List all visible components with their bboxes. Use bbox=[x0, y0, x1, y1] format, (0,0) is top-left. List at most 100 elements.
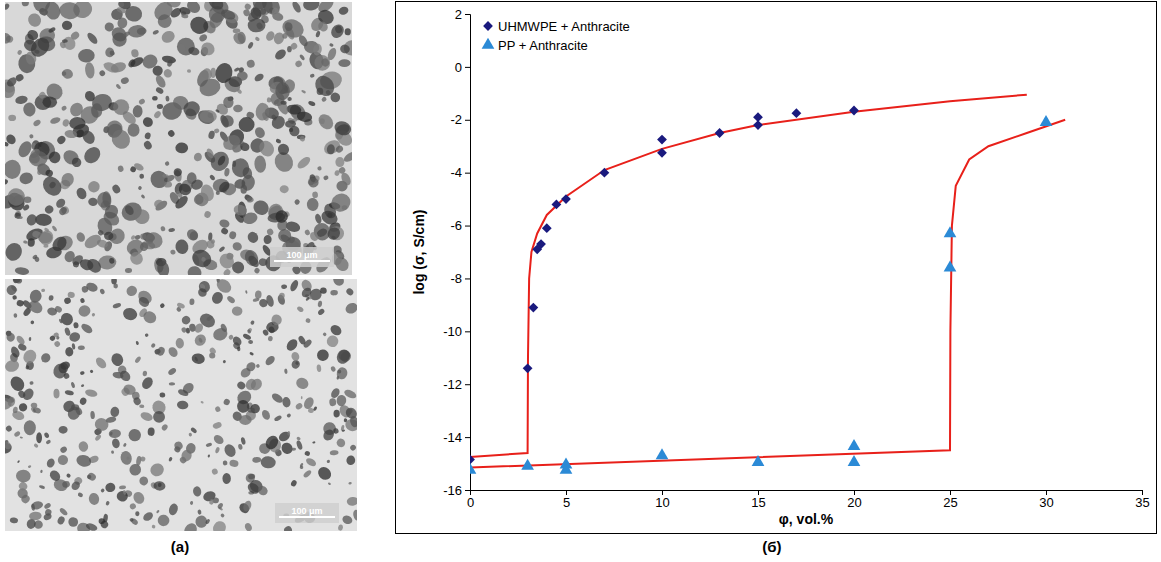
tick: 0 bbox=[455, 60, 470, 75]
micrograph-particle bbox=[302, 2, 321, 12]
micrograph-particle bbox=[58, 362, 69, 374]
micrograph-particle bbox=[91, 103, 103, 118]
micrograph-particle bbox=[62, 39, 68, 43]
micrograph-particle bbox=[342, 205, 348, 210]
micrograph-particle bbox=[238, 117, 254, 132]
micrograph-particle bbox=[162, 174, 169, 179]
micrograph-particle bbox=[45, 457, 56, 469]
micrograph-particle bbox=[59, 2, 81, 20]
micrograph-particle bbox=[220, 113, 236, 129]
tick-label: 10 bbox=[655, 495, 669, 510]
micrograph-particle bbox=[247, 329, 252, 334]
micrograph-particle bbox=[168, 456, 173, 462]
micrograph-particle bbox=[248, 340, 253, 345]
micrograph-particle bbox=[78, 345, 86, 350]
micrograph-particle bbox=[240, 437, 246, 445]
micrograph-particle bbox=[63, 372, 70, 379]
micrograph-particle bbox=[152, 29, 159, 35]
micrograph-particle bbox=[35, 213, 53, 226]
micrograph-particle bbox=[166, 59, 173, 68]
micrograph-particle bbox=[263, 433, 280, 451]
micrograph-particle bbox=[295, 402, 304, 411]
micrograph-particle bbox=[258, 298, 269, 309]
micrograph-particle bbox=[22, 102, 36, 118]
micrograph-particle bbox=[260, 456, 276, 469]
micrograph-particle bbox=[233, 105, 243, 113]
micrograph-particle bbox=[205, 442, 212, 447]
micrograph-particle bbox=[91, 312, 95, 317]
micrograph-particle bbox=[122, 383, 137, 397]
micrograph-particle bbox=[88, 492, 100, 506]
micrograph-particle bbox=[80, 371, 85, 375]
micrograph-particle bbox=[316, 20, 330, 34]
tick-mark bbox=[465, 278, 470, 279]
micrograph-particle bbox=[156, 260, 171, 275]
micrograph-particle bbox=[159, 392, 165, 398]
scale-bar-ground bbox=[275, 503, 339, 523]
micrograph-particle bbox=[110, 406, 120, 418]
micrograph-particle bbox=[329, 387, 341, 400]
micrograph-particle bbox=[58, 318, 63, 324]
micrograph-particle bbox=[182, 99, 202, 118]
micrograph-particle bbox=[141, 115, 155, 128]
micrograph-particle bbox=[222, 473, 231, 484]
micrograph-particle bbox=[181, 315, 192, 326]
micrograph-particle bbox=[135, 341, 139, 346]
micrograph-particle bbox=[154, 199, 164, 208]
micrograph-particle bbox=[209, 174, 216, 181]
micrograph-particle bbox=[252, 2, 268, 11]
micrograph-particle bbox=[65, 404, 82, 422]
micrograph-particle bbox=[253, 267, 260, 274]
micrograph-particle bbox=[81, 144, 104, 167]
micrograph-particle bbox=[163, 68, 173, 79]
micrograph-particle bbox=[34, 256, 40, 262]
micrograph-particle bbox=[6, 332, 16, 342]
micrograph-particle bbox=[25, 213, 38, 227]
data-point bbox=[849, 106, 859, 116]
micrograph-particle bbox=[300, 286, 313, 299]
micrograph-particle bbox=[155, 12, 173, 30]
micrograph-particle bbox=[5, 240, 25, 263]
micrograph-particle bbox=[343, 388, 357, 400]
micrograph-particle bbox=[336, 366, 349, 380]
micrograph-particle bbox=[77, 304, 92, 319]
micrograph-particle bbox=[187, 14, 211, 37]
micrograph-particle bbox=[20, 436, 23, 438]
micrograph-particle bbox=[206, 239, 216, 249]
micrograph-particle bbox=[246, 197, 254, 203]
micrograph-particle bbox=[123, 443, 127, 448]
micrograph-particle bbox=[108, 126, 133, 152]
micrograph-particle bbox=[258, 258, 267, 266]
micrograph-particle bbox=[69, 117, 85, 129]
micrograph-particle bbox=[105, 500, 110, 506]
micrograph-particle bbox=[29, 381, 34, 385]
micrograph-particle bbox=[152, 65, 164, 77]
micrograph-particle bbox=[300, 136, 306, 142]
micrograph-particle bbox=[128, 249, 146, 267]
micrograph-particle bbox=[160, 226, 166, 232]
micrograph-particle bbox=[236, 380, 247, 391]
micrograph-particle bbox=[64, 327, 71, 336]
micrograph-particle bbox=[46, 307, 57, 317]
micrograph-particle bbox=[280, 101, 287, 105]
tick-label: 35 bbox=[1135, 495, 1149, 510]
micrograph-particle bbox=[348, 482, 352, 485]
micrograph-particle bbox=[279, 293, 285, 299]
micrograph-particle bbox=[135, 511, 139, 516]
micrograph-particle bbox=[175, 338, 184, 349]
micrograph: 100 μm bbox=[0, 273, 361, 540]
data-point bbox=[752, 455, 765, 466]
micrograph-particle bbox=[73, 322, 79, 328]
panel-label: (a) bbox=[171, 538, 189, 555]
micrograph-particle bbox=[260, 409, 271, 421]
micrograph-particle bbox=[42, 358, 45, 362]
micrograph-particle bbox=[335, 437, 347, 449]
micrograph-particle bbox=[63, 297, 71, 305]
micrograph-particle bbox=[255, 22, 263, 31]
micrograph-particle bbox=[311, 52, 333, 74]
micrograph-particle bbox=[8, 115, 16, 121]
micrograph-particle bbox=[230, 260, 246, 275]
micrograph-particle bbox=[117, 2, 125, 8]
micrograph-particle bbox=[335, 347, 352, 366]
micrograph-particle bbox=[84, 256, 103, 275]
